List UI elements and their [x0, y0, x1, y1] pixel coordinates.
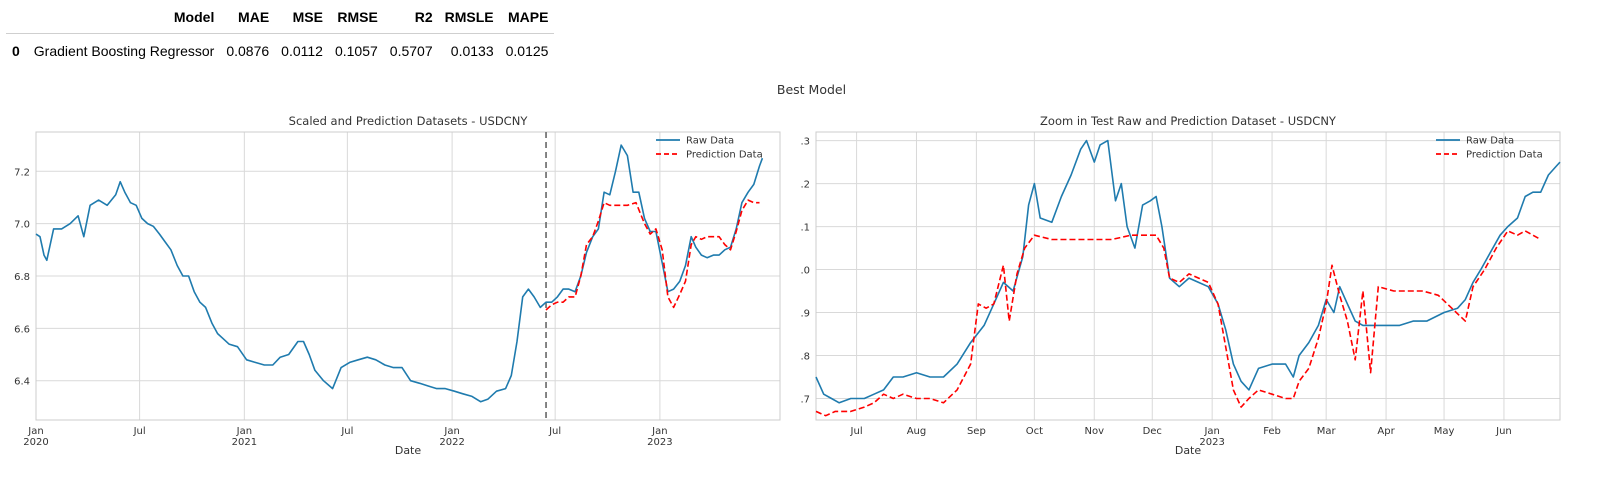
chart2-xtick-label-10: May	[1434, 426, 1455, 437]
chart2-xtick-year-6: 2023	[1199, 437, 1224, 448]
chart2-plot-area	[816, 132, 1560, 420]
chart1-ytick-label-2: 6.8	[14, 272, 30, 283]
chart2-xtick-label-0: Jul	[850, 426, 863, 437]
chart1-xtick-year-0: 2020	[23, 437, 48, 448]
chart1-xtick-year-4: 2022	[439, 437, 464, 448]
chart2-ytick-label-0: 6.7	[800, 395, 810, 406]
table-cell-mape: 0.0125	[505, 43, 549, 59]
table-header-r2: R2	[383, 2, 439, 34]
chart1-legend-label-1: Prediction Data	[686, 150, 763, 161]
chart2-xlabel: Date	[1175, 444, 1202, 457]
table-cell-mae: 0.0876	[226, 43, 270, 59]
chart1-series-raw-line	[35, 144, 764, 403]
chart2-xtick-label-6: Jan	[1203, 426, 1219, 437]
chart1-xtick-label-4: Jan	[443, 426, 459, 437]
chart2-ytick-label-4: 7.1	[800, 223, 810, 234]
chart1-ytick-label-3: 7.0	[14, 220, 30, 231]
chart2-title: Zoom in Test Raw and Prediction Dataset …	[1040, 114, 1337, 128]
chart2-xtick-label-3: Oct	[1026, 426, 1043, 437]
chart2-ytick-label-6: 7.3	[800, 137, 810, 148]
table-cell-rmsle: 0.0133	[450, 43, 494, 59]
chart1-xtick-label-0: Jan	[27, 426, 43, 437]
chart1-title: Scaled and Prediction Datasets - USDCNY	[289, 114, 529, 128]
chart1-xtick-label-2: Jan	[236, 426, 252, 437]
chart2-xtick-label-4: Nov	[1085, 426, 1105, 437]
metrics-table: Model MAE MSE RMSE R2 RMSLE MAPE 0 Gradi…	[6, 2, 555, 69]
table-header-model: Model	[27, 2, 221, 34]
chart1-series-prediction-line	[545, 199, 760, 311]
chart2-xtick-label-1: Aug	[907, 426, 927, 437]
chart1-xtick-label-1: Jul	[133, 426, 146, 437]
table-cell-mse: 0.0112	[281, 43, 323, 59]
table-row: 0 Gradient Boosting Regressor 0.0876 0.0…	[6, 34, 554, 69]
table-header-mse: MSE	[275, 2, 329, 34]
chart1-frame	[35, 131, 781, 421]
chart1-xtick-label-6: Jan	[651, 426, 667, 437]
chart1-ytick-label-4: 7.2	[14, 167, 30, 178]
chart1-ytick-label-0: 6.4	[14, 377, 30, 388]
chart1-xtick-label-3: Jul	[340, 426, 353, 437]
figure-suptitle: Best Model	[776, 82, 847, 97]
chart2-series-prediction-line	[815, 230, 1542, 417]
chart1-xtick-year-2: 2021	[232, 437, 257, 448]
table-header-rmsle: RMSLE	[438, 2, 500, 34]
chart2-frame	[815, 131, 1561, 421]
chart2-xtick-label-11: Jun	[1495, 426, 1512, 437]
table-header-index	[6, 2, 28, 34]
table-header-row: Model MAE MSE RMSE R2 RMSLE MAPE	[6, 2, 555, 34]
table-header-mape: MAPE	[499, 2, 555, 34]
table-cell-r2: 0.5707	[389, 43, 433, 59]
chart1-xlabel: Date	[395, 444, 422, 457]
chart2-series-raw-line	[815, 139, 1561, 404]
chart1-ytick-label-1: 6.6	[14, 324, 30, 335]
chart2-xtick-label-9: Apr	[1377, 426, 1395, 437]
table-cell-rmse: 0.1057	[334, 43, 378, 59]
table-header-rmse: RMSE	[328, 2, 384, 34]
chart1-xtick-label-5: Jul	[548, 426, 561, 437]
chart2-xtick-label-7: Feb	[1263, 426, 1281, 437]
table-cell-model: Gradient Boosting Regressor	[33, 43, 215, 59]
chart2-xtick-label-8: Mar	[1317, 426, 1337, 437]
chart2-xtick-label-5: Dec	[1143, 426, 1162, 437]
chart2-ytick-label-5: 7.2	[800, 180, 810, 191]
chart2-xtick-label-2: Sep	[967, 426, 986, 437]
chart-zoom-test: 6.7 6.8 6.9 7.0 7.1 7.2 7.3 Jul Aug Sep Oct Nov Dec J…	[800, 114, 1561, 457]
chart2-ytick-label-2: 6.9	[800, 309, 810, 320]
chart1-legend-label-0: Raw Data	[686, 136, 734, 147]
table-cell-index: 0	[12, 43, 20, 59]
chart2-legend-label-1: Prediction Data	[1466, 150, 1543, 161]
chart1-xtick-year-6: 2023	[647, 437, 672, 448]
table-header-mae: MAE	[220, 2, 276, 34]
chart2-ytick-label-1: 6.8	[800, 352, 810, 363]
chart2-legend-label-0: Raw Data	[1466, 136, 1514, 147]
chart2-ytick-label-3: 7.0	[800, 266, 810, 277]
